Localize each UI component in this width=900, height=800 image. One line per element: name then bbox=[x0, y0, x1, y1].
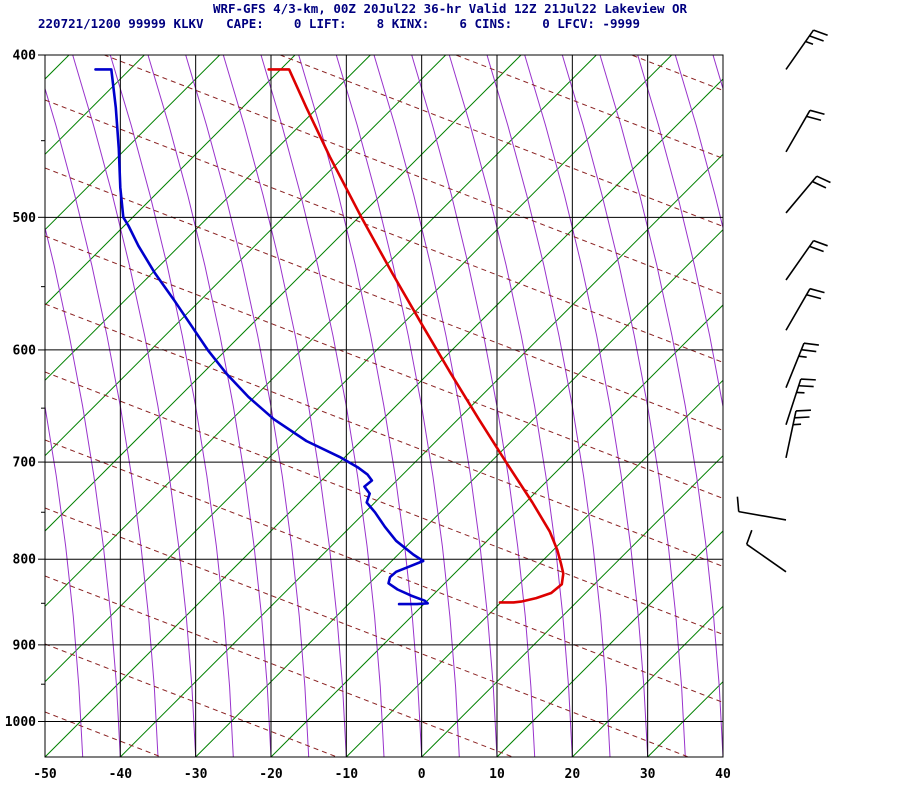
wind-barb bbox=[785, 342, 819, 389]
temperature-axis-label: -50 bbox=[33, 767, 57, 782]
wind-barb bbox=[745, 529, 787, 573]
pressure-axis-label: 400 bbox=[13, 49, 37, 64]
wind-barb bbox=[785, 175, 831, 214]
temperature-axis-label: 40 bbox=[715, 767, 731, 782]
pressure-axis-label: 900 bbox=[13, 638, 37, 653]
temperature-axis-label: 20 bbox=[565, 767, 581, 782]
temperature-trace bbox=[267, 68, 565, 604]
pressure-axis-label: 1000 bbox=[5, 715, 36, 730]
wind-barb bbox=[785, 239, 828, 281]
purple-adiabat-lines bbox=[45, 55, 723, 757]
wind-barb bbox=[785, 109, 825, 153]
pressure-axis-label: 600 bbox=[13, 343, 37, 358]
wind-barb bbox=[785, 409, 812, 459]
temperature-axis-label: -10 bbox=[335, 767, 359, 782]
pressure-axis-label: 700 bbox=[13, 456, 37, 471]
dewpoint-trace bbox=[94, 68, 430, 606]
temperature-axis-label: -20 bbox=[259, 767, 283, 782]
temperature-axis-label: 0 bbox=[418, 767, 426, 782]
wind-barb bbox=[736, 496, 787, 521]
temperature-axis-label: -30 bbox=[184, 767, 208, 782]
chart-title: WRF-GFS 4/3-km, 00Z 20Jul22 36-hr Valid … bbox=[212, 1, 688, 16]
green-diagonal-lines bbox=[45, 55, 723, 757]
temperature-axis-label: -40 bbox=[109, 767, 133, 782]
axis-labels: 400 500 600 700 800 900 1000 -50 -40 -30 -20 -10 0 10… bbox=[5, 49, 731, 783]
pressure-axis-label: 500 bbox=[13, 211, 37, 226]
grid-lines bbox=[44, 54, 724, 758]
pressure-axis-label: 800 bbox=[13, 553, 37, 568]
red-dashed-adiabat-lines bbox=[45, 55, 723, 757]
temperature-axis-label: 10 bbox=[489, 767, 505, 782]
wind-barb bbox=[785, 287, 825, 331]
station-indices-line: 220721/1200 99999 KLKV CAPE: 0 LIFT: 8 K… bbox=[38, 16, 641, 31]
wind-barb bbox=[785, 29, 828, 70]
wind-barb bbox=[785, 378, 816, 426]
wind-barb-column bbox=[736, 29, 831, 573]
temperature-axis-label: 30 bbox=[640, 767, 656, 782]
